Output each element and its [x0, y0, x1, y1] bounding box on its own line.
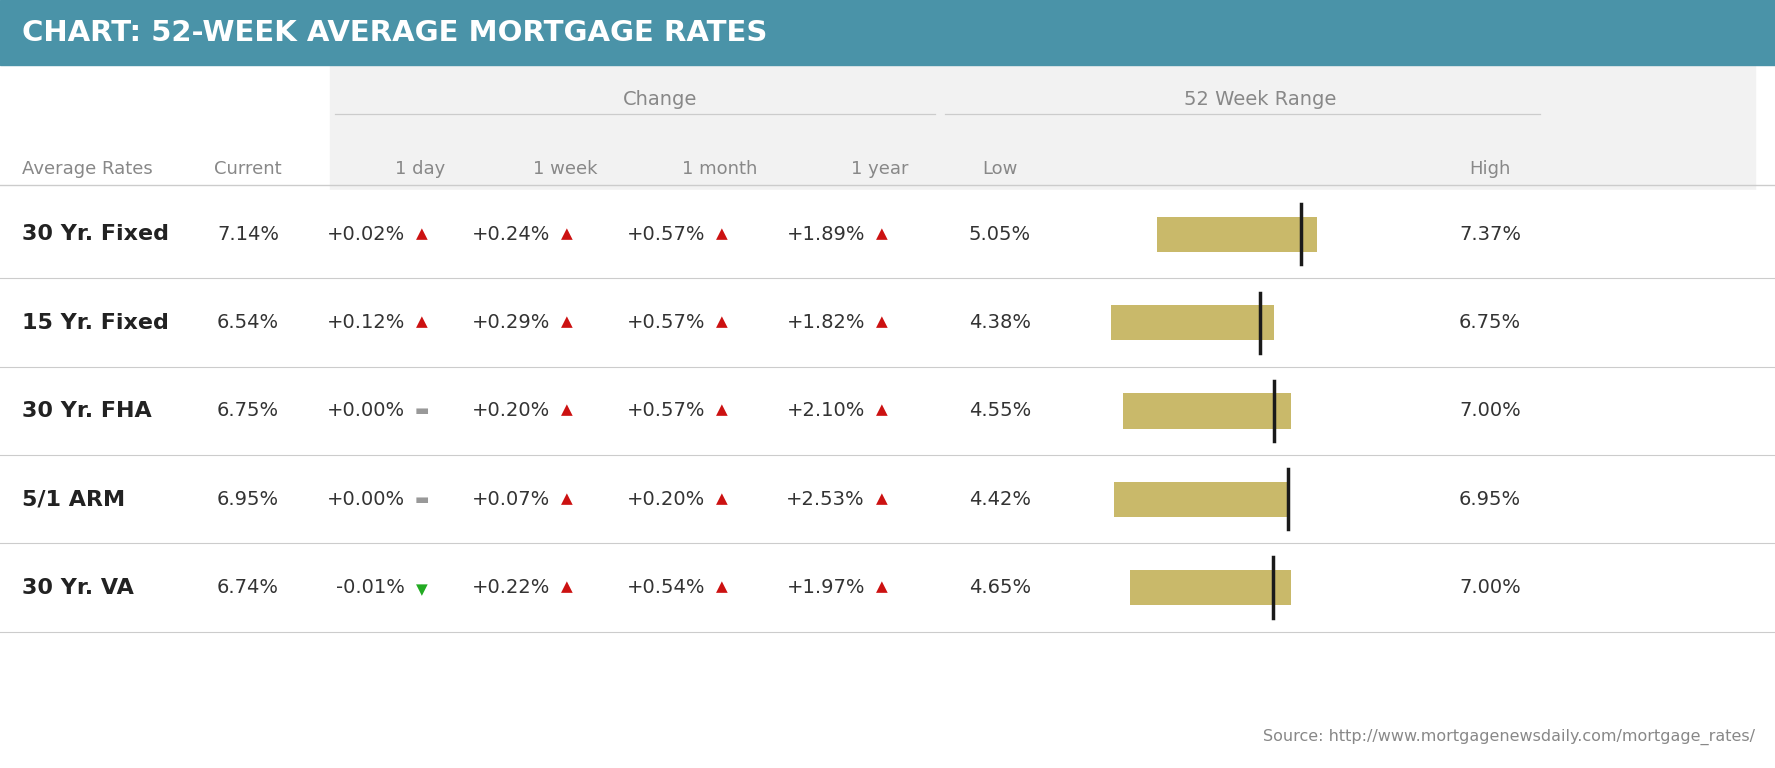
Text: 6.54%: 6.54%: [217, 313, 279, 332]
Text: ▲: ▲: [715, 226, 728, 240]
Text: +0.00%: +0.00%: [327, 402, 405, 420]
Text: ▲: ▲: [415, 226, 428, 240]
Text: +2.10%: +2.10%: [786, 402, 864, 420]
Bar: [1111, 305, 1274, 340]
Text: +0.12%: +0.12%: [327, 313, 405, 332]
Text: 1 month: 1 month: [682, 160, 758, 178]
Bar: [0, 190, 1775, 279]
Bar: [1129, 570, 1290, 605]
Text: +0.54%: +0.54%: [627, 578, 705, 597]
Bar: [0, 367, 1775, 455]
Text: +0.57%: +0.57%: [627, 313, 705, 332]
Text: CHART: 52-WEEK AVERAGE MORTGAGE RATES: CHART: 52-WEEK AVERAGE MORTGAGE RATES: [21, 18, 767, 47]
Bar: [1124, 393, 1290, 429]
Text: +1.97%: +1.97%: [786, 578, 864, 597]
Bar: [0, 455, 1775, 544]
Text: ▲: ▲: [715, 491, 728, 505]
Text: 4.38%: 4.38%: [969, 313, 1031, 332]
Text: 7.00%: 7.00%: [1459, 578, 1521, 597]
Text: ▲: ▲: [877, 226, 888, 240]
Text: ▲: ▲: [715, 402, 728, 417]
Text: 15 Yr. Fixed: 15 Yr. Fixed: [21, 313, 169, 333]
Text: 7.14%: 7.14%: [217, 225, 279, 243]
Text: ▲: ▲: [877, 491, 888, 505]
Text: ▲: ▲: [561, 226, 573, 240]
Text: 4.55%: 4.55%: [969, 402, 1031, 420]
Text: 6.95%: 6.95%: [1459, 490, 1521, 508]
Text: +0.24%: +0.24%: [472, 225, 550, 243]
Text: 1 year: 1 year: [852, 160, 909, 178]
Text: 6.75%: 6.75%: [217, 402, 279, 420]
Text: ▲: ▲: [561, 314, 573, 329]
Text: 1 week: 1 week: [532, 160, 596, 178]
Text: ▲: ▲: [715, 314, 728, 329]
Text: Current: Current: [215, 160, 282, 178]
Text: -0.01%: -0.01%: [335, 578, 405, 597]
Text: +0.07%: +0.07%: [472, 490, 550, 508]
Bar: [0, 0, 1775, 65]
Text: +0.57%: +0.57%: [627, 225, 705, 243]
Text: +0.57%: +0.57%: [627, 402, 705, 420]
Bar: [0, 279, 1775, 367]
Text: +0.02%: +0.02%: [327, 225, 405, 243]
Text: 30 Yr. Fixed: 30 Yr. Fixed: [21, 224, 169, 244]
Text: 1 day: 1 day: [394, 160, 446, 178]
Text: 6.95%: 6.95%: [217, 490, 279, 508]
Text: High: High: [1470, 160, 1511, 178]
Text: 7.37%: 7.37%: [1459, 225, 1521, 243]
Text: ▲: ▲: [561, 402, 573, 417]
Text: 30 Yr. VA: 30 Yr. VA: [21, 578, 133, 598]
Text: +0.20%: +0.20%: [472, 402, 550, 420]
Text: 7.00%: 7.00%: [1459, 402, 1521, 420]
Text: 6.74%: 6.74%: [217, 578, 279, 597]
Text: ▲: ▲: [877, 579, 888, 594]
Bar: [1115, 482, 1289, 517]
Text: ▼: ▼: [415, 582, 428, 597]
Text: 4.42%: 4.42%: [969, 490, 1031, 508]
Text: Low: Low: [982, 160, 1017, 178]
Text: Change: Change: [623, 91, 698, 109]
Text: ▲: ▲: [561, 491, 573, 505]
Bar: [330, 65, 1755, 195]
Text: Average Rates: Average Rates: [21, 160, 153, 178]
Text: ▲: ▲: [877, 402, 888, 417]
Text: Source: http://www.mortgagenewsdaily.com/mortgage_rates/: Source: http://www.mortgagenewsdaily.com…: [1264, 729, 1755, 746]
Text: ▲: ▲: [877, 314, 888, 329]
Text: 5.05%: 5.05%: [969, 225, 1031, 243]
Text: +0.22%: +0.22%: [472, 578, 550, 597]
Text: +1.89%: +1.89%: [786, 225, 864, 243]
Text: 6.75%: 6.75%: [1459, 313, 1521, 332]
Text: +0.29%: +0.29%: [472, 313, 550, 332]
Text: +1.82%: +1.82%: [786, 313, 864, 332]
Text: ▲: ▲: [415, 314, 428, 329]
Text: ▲: ▲: [715, 579, 728, 594]
Text: 52 Week Range: 52 Week Range: [1184, 91, 1337, 109]
Text: 5/1 ARM: 5/1 ARM: [21, 489, 124, 509]
Text: 30 Yr. FHA: 30 Yr. FHA: [21, 401, 151, 421]
Text: +0.20%: +0.20%: [627, 490, 705, 508]
Text: ▬: ▬: [415, 492, 430, 507]
Text: +2.53%: +2.53%: [786, 490, 864, 508]
Text: ▬: ▬: [415, 403, 430, 419]
Bar: [0, 544, 1775, 631]
Text: +0.00%: +0.00%: [327, 490, 405, 508]
Text: 4.65%: 4.65%: [969, 578, 1031, 597]
Bar: [1157, 217, 1317, 252]
Text: ▲: ▲: [561, 579, 573, 594]
